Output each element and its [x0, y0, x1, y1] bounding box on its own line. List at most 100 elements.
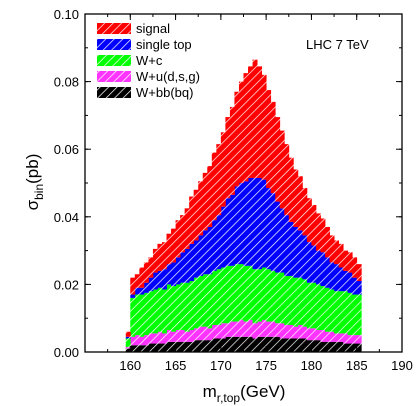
- bar-segment: [338, 243, 344, 268]
- bar-segment: [329, 289, 335, 332]
- bar-segment: [252, 59, 258, 178]
- bar-segment: [257, 269, 263, 322]
- bar-segment: [238, 336, 244, 352]
- bar-segment: [189, 330, 195, 342]
- y-axis-title-main: σ: [23, 199, 42, 210]
- bar-segment: [148, 277, 154, 292]
- y-tick-label: 0.04: [54, 210, 79, 225]
- bar-segment: [175, 284, 181, 331]
- bar-segment: [220, 267, 226, 324]
- bar-segment: [270, 336, 276, 352]
- bar-segment: [198, 275, 204, 327]
- legend-label-w-c: W+c: [136, 53, 163, 68]
- bar-segment: [171, 331, 176, 342]
- y-tick-label: 0.10: [54, 7, 79, 22]
- bar-segment: [329, 331, 335, 342]
- bar-segment: [229, 106, 235, 195]
- bar-segment: [229, 321, 235, 337]
- series-single-top: [125, 177, 362, 339]
- bar-segment: [311, 245, 317, 283]
- bar-segment: [139, 294, 145, 337]
- legend-swatch-w-bb-bq: [97, 87, 131, 98]
- bar-segment: [202, 274, 208, 327]
- bar-segment: [320, 218, 326, 253]
- bar-segment: [293, 226, 299, 278]
- bar-segment: [211, 270, 217, 325]
- bar-segment: [238, 264, 244, 320]
- bar-segment: [288, 275, 294, 325]
- bar-segment: [266, 321, 272, 337]
- bar-segment: [202, 340, 208, 352]
- bar-segment: [139, 345, 145, 352]
- bar-segment: [130, 277, 136, 295]
- bar-segment: [352, 277, 358, 295]
- legend-swatch-signal: [97, 23, 131, 34]
- bar-segment: [211, 220, 217, 271]
- bar-segment: [211, 338, 217, 352]
- bar-segment: [143, 345, 149, 352]
- bar-segment: [306, 282, 312, 329]
- bar-segment: [334, 333, 339, 342]
- bar-segment: [347, 272, 353, 293]
- bar-segment: [166, 284, 172, 331]
- bar-segment: [356, 343, 362, 352]
- bar-segment: [143, 335, 149, 346]
- bar-segment: [238, 81, 244, 183]
- bar-segment: [288, 221, 294, 276]
- bar-segment: [315, 284, 321, 331]
- bar-segment: [248, 265, 253, 320]
- bar-segment: [198, 326, 204, 341]
- bar-segment: [325, 341, 330, 352]
- x-tick-label: 160: [119, 358, 141, 373]
- bar-segment: [343, 270, 349, 292]
- bar-segment: [248, 66, 253, 178]
- bar-segment: [329, 235, 335, 263]
- bar-segment: [343, 333, 349, 344]
- bar-segment: [284, 144, 290, 216]
- bar-segment: [261, 267, 267, 320]
- bar-segment: [180, 215, 186, 253]
- bar-segment: [243, 73, 249, 182]
- bar-segment: [275, 201, 281, 273]
- bar-segment: [216, 324, 222, 339]
- bar-segment: [125, 331, 131, 337]
- bar-segment: [297, 176, 303, 231]
- bar-segment: [320, 330, 326, 342]
- bar-segment: [157, 331, 163, 344]
- bar-segment: [175, 341, 181, 352]
- bar-segment: [261, 179, 267, 268]
- bar-segment: [279, 323, 285, 339]
- bar-segment: [139, 336, 145, 346]
- bar-segment: [198, 181, 204, 236]
- bar-segment: [270, 270, 276, 322]
- bar-segment: [234, 336, 240, 352]
- bar-segment: [293, 338, 299, 352]
- bar-segment: [193, 328, 199, 341]
- series-w-u-d-s-g: [125, 319, 362, 349]
- bar-segment: [356, 281, 362, 295]
- bar-segment: [343, 250, 349, 271]
- bar-segment: [356, 294, 362, 336]
- bar-segment: [152, 289, 158, 334]
- bar-segment: [266, 336, 272, 352]
- bar-segment: [207, 340, 213, 352]
- bar-segment: [352, 257, 358, 278]
- x-tick-label: 165: [165, 358, 187, 373]
- bar-segment: [248, 177, 253, 266]
- bar-segment: [229, 265, 235, 322]
- bar-segment: [220, 206, 226, 268]
- bar-segment: [125, 336, 131, 339]
- bar-segment: [125, 346, 131, 349]
- bar-segment: [234, 91, 240, 187]
- bar-segment: [284, 324, 290, 339]
- bar-segment: [134, 345, 140, 352]
- bar-segment: [302, 188, 308, 236]
- bar-segment: [139, 287, 145, 295]
- bar-segment: [338, 341, 344, 352]
- bar-segment: [238, 183, 244, 265]
- bar-segment: [302, 326, 308, 339]
- bar-segment: [171, 262, 176, 287]
- bar-segment: [130, 336, 136, 346]
- bar-segment: [284, 338, 290, 352]
